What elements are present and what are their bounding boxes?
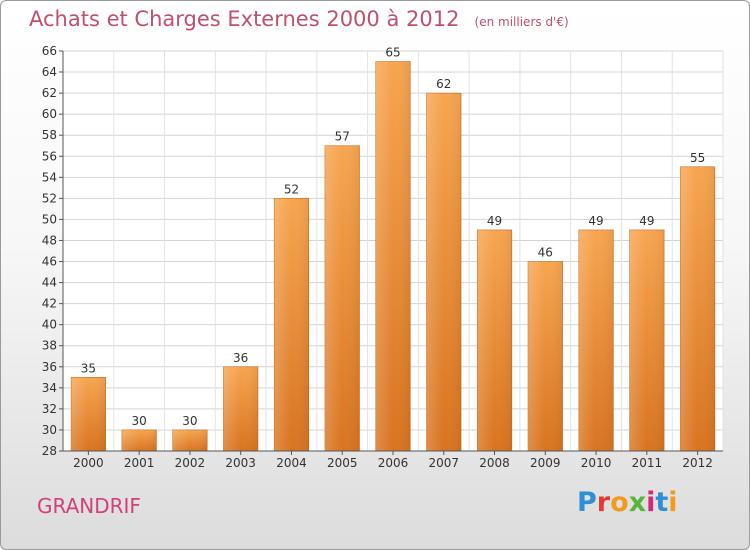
y-tick-label: 50 — [42, 212, 57, 226]
x-tick-label: 2011 — [632, 456, 663, 470]
data-label: 62 — [436, 77, 451, 91]
logo-letter: P — [577, 487, 597, 518]
chart-title: Achats et Charges Externes 2000 à 2012 — [29, 7, 460, 31]
y-tick-label: 38 — [42, 339, 57, 353]
y-tick-label: 28 — [42, 444, 57, 458]
x-tick-label: 2003 — [225, 456, 256, 470]
x-tick-label: 2009 — [530, 456, 561, 470]
data-label: 52 — [284, 182, 299, 196]
logo-letter: r — [596, 487, 611, 518]
chart-subtitle: (en milliers d'€) — [474, 15, 569, 29]
title-row: Achats et Charges Externes 2000 à 2012 (… — [29, 7, 569, 31]
x-tick-label: 2008 — [479, 456, 510, 470]
x-tick-label: 2004 — [276, 456, 307, 470]
bars-layer — [70, 61, 716, 452]
data-label: 36 — [233, 351, 248, 365]
logo-letter: i — [668, 487, 678, 518]
data-label: 30 — [182, 414, 197, 428]
y-tick-label: 56 — [42, 149, 57, 163]
data-label: 65 — [385, 46, 400, 60]
axes-layer: 28 30 32 34 36 38 40 42 44 46 48 50 52 54 56 58 60 62 64 66… — [42, 44, 723, 470]
bar-shine — [375, 61, 411, 452]
y-tick-label: 42 — [42, 297, 57, 311]
x-tick-label: 2012 — [682, 456, 713, 470]
data-label: 49 — [588, 214, 603, 228]
bar-shine — [324, 145, 360, 451]
y-tick-label: 44 — [42, 276, 57, 290]
logo-letter: o — [610, 487, 629, 518]
data-label: 35 — [81, 361, 96, 375]
y-tick-label: 62 — [42, 86, 57, 100]
bar-shine — [528, 261, 563, 451]
x-tick-label: 2006 — [378, 456, 409, 470]
bar-shine — [223, 366, 258, 451]
bar-shine — [578, 229, 614, 451]
x-tick-label: 2010 — [581, 456, 612, 470]
data-label: 30 — [132, 414, 147, 428]
bar-shine — [121, 429, 157, 451]
x-tick-label: 2002 — [175, 456, 206, 470]
data-label: 49 — [487, 214, 502, 228]
data-label: 49 — [639, 214, 654, 228]
y-tick-label: 34 — [42, 381, 57, 395]
y-tick-label: 58 — [42, 128, 57, 142]
y-tick-label: 36 — [42, 360, 57, 374]
bar-shine — [71, 377, 106, 451]
bar-shine — [629, 229, 665, 451]
bar-shine — [274, 198, 309, 451]
x-tick-label: 2005 — [327, 456, 358, 470]
y-tick-label: 46 — [42, 255, 57, 269]
y-tick-label: 32 — [42, 402, 57, 416]
x-tick-label: 2000 — [73, 456, 104, 470]
y-tick-label: 64 — [42, 65, 57, 79]
proxiti-logo: Proxiti — [577, 487, 678, 518]
bar-shine — [172, 429, 208, 451]
y-tick-label: 40 — [42, 318, 57, 332]
logo-letter: x — [628, 487, 647, 518]
commune-name: GRANDRIF — [37, 494, 141, 518]
bar-shine — [680, 166, 715, 451]
y-tick-label: 66 — [42, 44, 57, 58]
logo-letter: i — [646, 487, 656, 518]
data-label: 46 — [538, 246, 553, 260]
labels-layer: 35 30 30 36 52 57 65 62 49 46 49 49 55 — [81, 46, 706, 428]
x-tick-label: 2007 — [428, 456, 459, 470]
bar-shine — [477, 229, 512, 451]
y-tick-label: 30 — [42, 423, 57, 437]
x-tick-label: 2001 — [124, 456, 155, 470]
data-label: 55 — [690, 151, 705, 165]
data-label: 57 — [335, 130, 350, 144]
y-tick-label: 52 — [42, 191, 57, 205]
y-tick-label: 60 — [42, 107, 57, 121]
logo-letter: t — [655, 487, 669, 518]
y-tick-label: 54 — [42, 170, 57, 184]
bar-shine — [426, 93, 462, 452]
y-tick-label: 48 — [42, 233, 57, 247]
